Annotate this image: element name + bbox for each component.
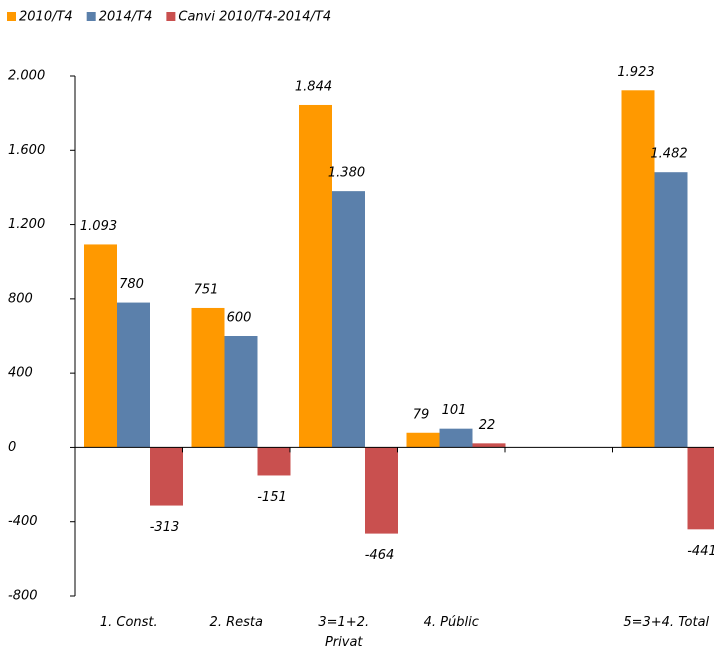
x-tick-label: 5=3+4. Total (623, 615, 710, 630)
y-tick-label: -800 (8, 589, 38, 604)
y-tick-label: -400 (8, 514, 38, 529)
x-tick-label: 1. Const. (99, 615, 158, 630)
value-label: 1.093 (80, 219, 117, 234)
y-tick-label: 1.600 (8, 143, 45, 158)
bar (117, 302, 150, 448)
value-label: 1.482 (650, 147, 687, 162)
bar (299, 104, 332, 448)
value-label: -441 (687, 544, 714, 559)
y-tick-label: 2.000 (8, 69, 45, 84)
legend-label: 2014/T4 (99, 10, 153, 25)
value-label: 751 (194, 282, 219, 297)
value-label: 1.844 (295, 79, 332, 94)
bar (406, 432, 440, 448)
y-tick-label: 0 (8, 440, 16, 455)
bar (224, 336, 258, 448)
bar (439, 428, 473, 448)
value-label: 600 (227, 311, 252, 326)
value-label: -464 (365, 548, 395, 563)
x-tick-label: 2. Resta (209, 615, 263, 630)
bar (257, 447, 291, 476)
legend-label: 2010/T4 (19, 10, 73, 25)
legend-swatch (86, 12, 96, 21)
value-label: 22 (479, 418, 496, 433)
value-label: -313 (150, 520, 180, 535)
bar (84, 244, 117, 448)
bar (191, 307, 225, 448)
bar (621, 90, 655, 448)
bar (365, 447, 398, 534)
legend-swatch (166, 12, 176, 21)
bar (654, 172, 688, 448)
value-label: 79 (413, 407, 430, 422)
value-label: 1.380 (328, 166, 365, 181)
y-tick-label: 1.200 (8, 217, 45, 232)
x-tick-label: 3=1+2. Privat (318, 615, 370, 650)
value-label: 1.923 (617, 65, 654, 80)
x-tick-label: 4. Públic (423, 615, 479, 630)
y-tick-label: 400 (8, 366, 33, 381)
value-label: 780 (119, 277, 144, 292)
value-label: 101 (442, 403, 467, 418)
bar (150, 447, 183, 506)
y-tick-label: 800 (8, 291, 33, 306)
bar (687, 447, 714, 530)
legend-label: Canvi 2010/T4-2014/T4 (178, 10, 331, 25)
value-label: -151 (257, 490, 287, 505)
bar (332, 191, 365, 448)
bar (472, 443, 506, 448)
legend-swatch (7, 12, 16, 21)
